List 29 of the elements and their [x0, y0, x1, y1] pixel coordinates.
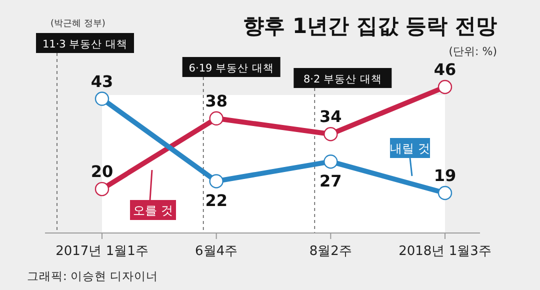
point [438, 80, 452, 94]
data-label: 38 [205, 91, 228, 110]
text: (단위: %) [448, 45, 497, 58]
ref-line-label: 8·2 부동산 대책 [303, 74, 382, 86]
x-tick-label: 8월2주 [309, 244, 352, 259]
text: (박근혜 정부) [50, 19, 106, 29]
series-label: 내릴 것 [390, 142, 430, 156]
text: 그래픽: 이승현 디자이너 [27, 269, 158, 283]
data-label: 43 [90, 72, 114, 91]
data-label: 34 [320, 107, 342, 126]
x-tick-label: 2017년 1월1주 [56, 244, 148, 259]
point [438, 186, 452, 200]
ref-line-label: 11·3 부동산 대책 [42, 38, 128, 50]
x-tick-label: 6월4주 [195, 244, 238, 259]
data-label: 46 [434, 60, 456, 79]
text: 오를 것 [133, 204, 173, 218]
data-label: 22 [205, 191, 228, 210]
data-label: 19 [434, 166, 456, 185]
x-tick-label: 2018년 1월3주 [398, 244, 492, 259]
point [324, 154, 338, 169]
data-label: 27 [320, 172, 342, 191]
point [94, 92, 110, 106]
data-label: 20 [90, 162, 114, 182]
chart-title: 향후 1년간 집값 등락 전망 [243, 14, 497, 38]
point [209, 111, 224, 126]
point [209, 174, 224, 188]
point [94, 182, 110, 196]
ref-line-label: 6·19 부동산 대책 [188, 62, 274, 74]
point [324, 127, 338, 142]
